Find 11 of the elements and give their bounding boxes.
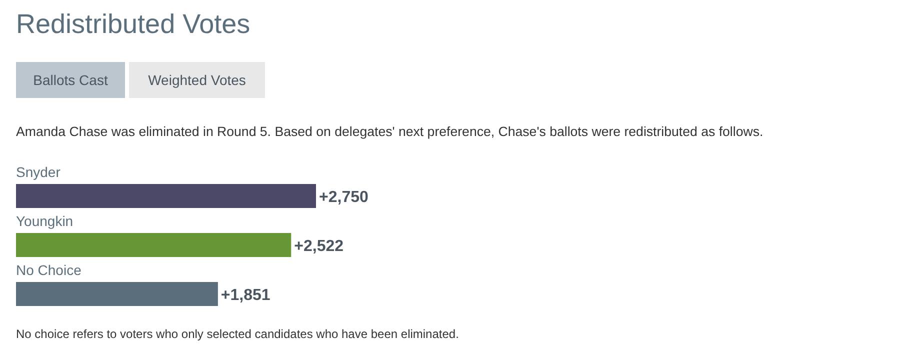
text: Amanda Chase was eliminated in Round 5. Based on delegates' next preference, Chase's ballots were redistributed as follows. — [16, 124, 764, 139]
toggle-button[interactable]: Weighted Votes — [129, 62, 265, 98]
data-label: +2,750 — [319, 189, 368, 206]
text: No choice refers to voters who only selected candidates who have been eliminated. — [16, 327, 459, 341]
toggle-button[interactable]: Ballots Cast — [16, 62, 125, 98]
y-tick-label: Youngkin — [16, 213, 74, 229]
y-tick-label: No Choice — [16, 262, 82, 278]
y-tick-label: Snyder — [16, 164, 61, 180]
chart-title: Redistributed Votes — [16, 9, 250, 39]
data-label: +2,522 — [294, 238, 344, 255]
data-label: +1,851 — [220, 287, 270, 304]
